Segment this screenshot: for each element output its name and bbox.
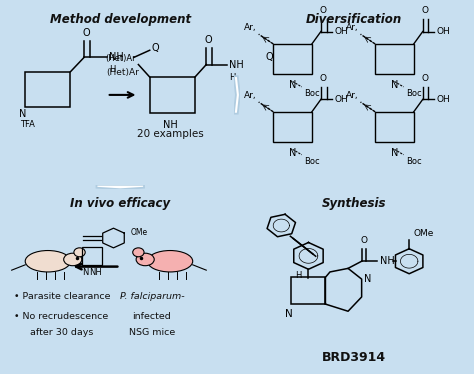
- Text: BRD3914: BRD3914: [322, 351, 386, 364]
- Text: H: H: [109, 65, 115, 74]
- Ellipse shape: [25, 251, 71, 272]
- Circle shape: [133, 248, 144, 257]
- Text: OH: OH: [335, 95, 348, 104]
- Text: (Het)Ar: (Het)Ar: [106, 68, 139, 77]
- Ellipse shape: [64, 253, 82, 266]
- Text: NH: NH: [163, 120, 177, 130]
- Text: after 30 days: after 30 days: [30, 328, 93, 337]
- Text: Ar,: Ar,: [346, 24, 358, 33]
- Text: O: O: [319, 74, 327, 83]
- Ellipse shape: [147, 251, 193, 272]
- Text: Diversification: Diversification: [306, 13, 402, 26]
- Text: Q: Q: [265, 52, 273, 62]
- Text: • Parasite clearance: • Parasite clearance: [14, 292, 110, 301]
- Text: 20 examples: 20 examples: [137, 129, 203, 139]
- Text: OH: OH: [437, 27, 450, 36]
- Text: (Het)Ar: (Het)Ar: [106, 54, 136, 63]
- Text: Ar,: Ar,: [244, 91, 256, 100]
- Text: Q: Q: [152, 43, 160, 53]
- Text: Boc: Boc: [406, 89, 421, 98]
- Text: O: O: [421, 6, 428, 15]
- Text: Method development: Method development: [50, 13, 191, 26]
- Text: N: N: [82, 269, 88, 278]
- Text: NH: NH: [109, 52, 124, 62]
- Text: NH: NH: [229, 59, 244, 70]
- Text: Boc: Boc: [406, 156, 421, 166]
- Text: N: N: [289, 148, 296, 157]
- Text: NSG mice: NSG mice: [129, 328, 175, 337]
- Ellipse shape: [136, 253, 154, 266]
- Text: OMe: OMe: [414, 229, 434, 238]
- Text: Ar,: Ar,: [244, 24, 256, 33]
- Text: • No recrudescence: • No recrudescence: [14, 312, 108, 321]
- Text: Boc: Boc: [304, 156, 319, 166]
- Text: OMe: OMe: [130, 228, 147, 237]
- Text: In vivo efficacy: In vivo efficacy: [70, 197, 170, 210]
- Text: O: O: [360, 236, 367, 245]
- Text: N: N: [19, 109, 27, 119]
- Text: OH: OH: [437, 95, 450, 104]
- Text: Boc: Boc: [304, 89, 319, 98]
- Text: Ar,: Ar,: [346, 91, 358, 100]
- Text: Synthesis: Synthesis: [321, 197, 386, 210]
- Text: N: N: [289, 80, 296, 90]
- Text: O: O: [421, 74, 428, 83]
- Text: N: N: [364, 274, 371, 284]
- Polygon shape: [97, 185, 144, 189]
- Text: infected: infected: [133, 312, 171, 321]
- Text: OH: OH: [335, 27, 348, 36]
- Text: N: N: [285, 309, 293, 319]
- Text: N: N: [391, 80, 398, 90]
- Circle shape: [74, 248, 85, 257]
- Text: TFA: TFA: [20, 120, 35, 129]
- Text: NH: NH: [380, 256, 394, 266]
- Text: H: H: [229, 73, 235, 82]
- Text: P. falciparum-: P. falciparum-: [119, 292, 184, 301]
- Text: N: N: [391, 148, 398, 157]
- Text: H: H: [295, 271, 301, 280]
- Polygon shape: [234, 76, 240, 114]
- Text: O: O: [205, 35, 212, 45]
- Text: NH: NH: [89, 269, 102, 278]
- Text: O: O: [319, 6, 327, 15]
- Text: O: O: [82, 28, 90, 38]
